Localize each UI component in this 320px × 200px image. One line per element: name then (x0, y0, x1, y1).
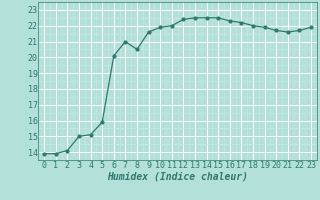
X-axis label: Humidex (Indice chaleur): Humidex (Indice chaleur) (107, 171, 248, 181)
